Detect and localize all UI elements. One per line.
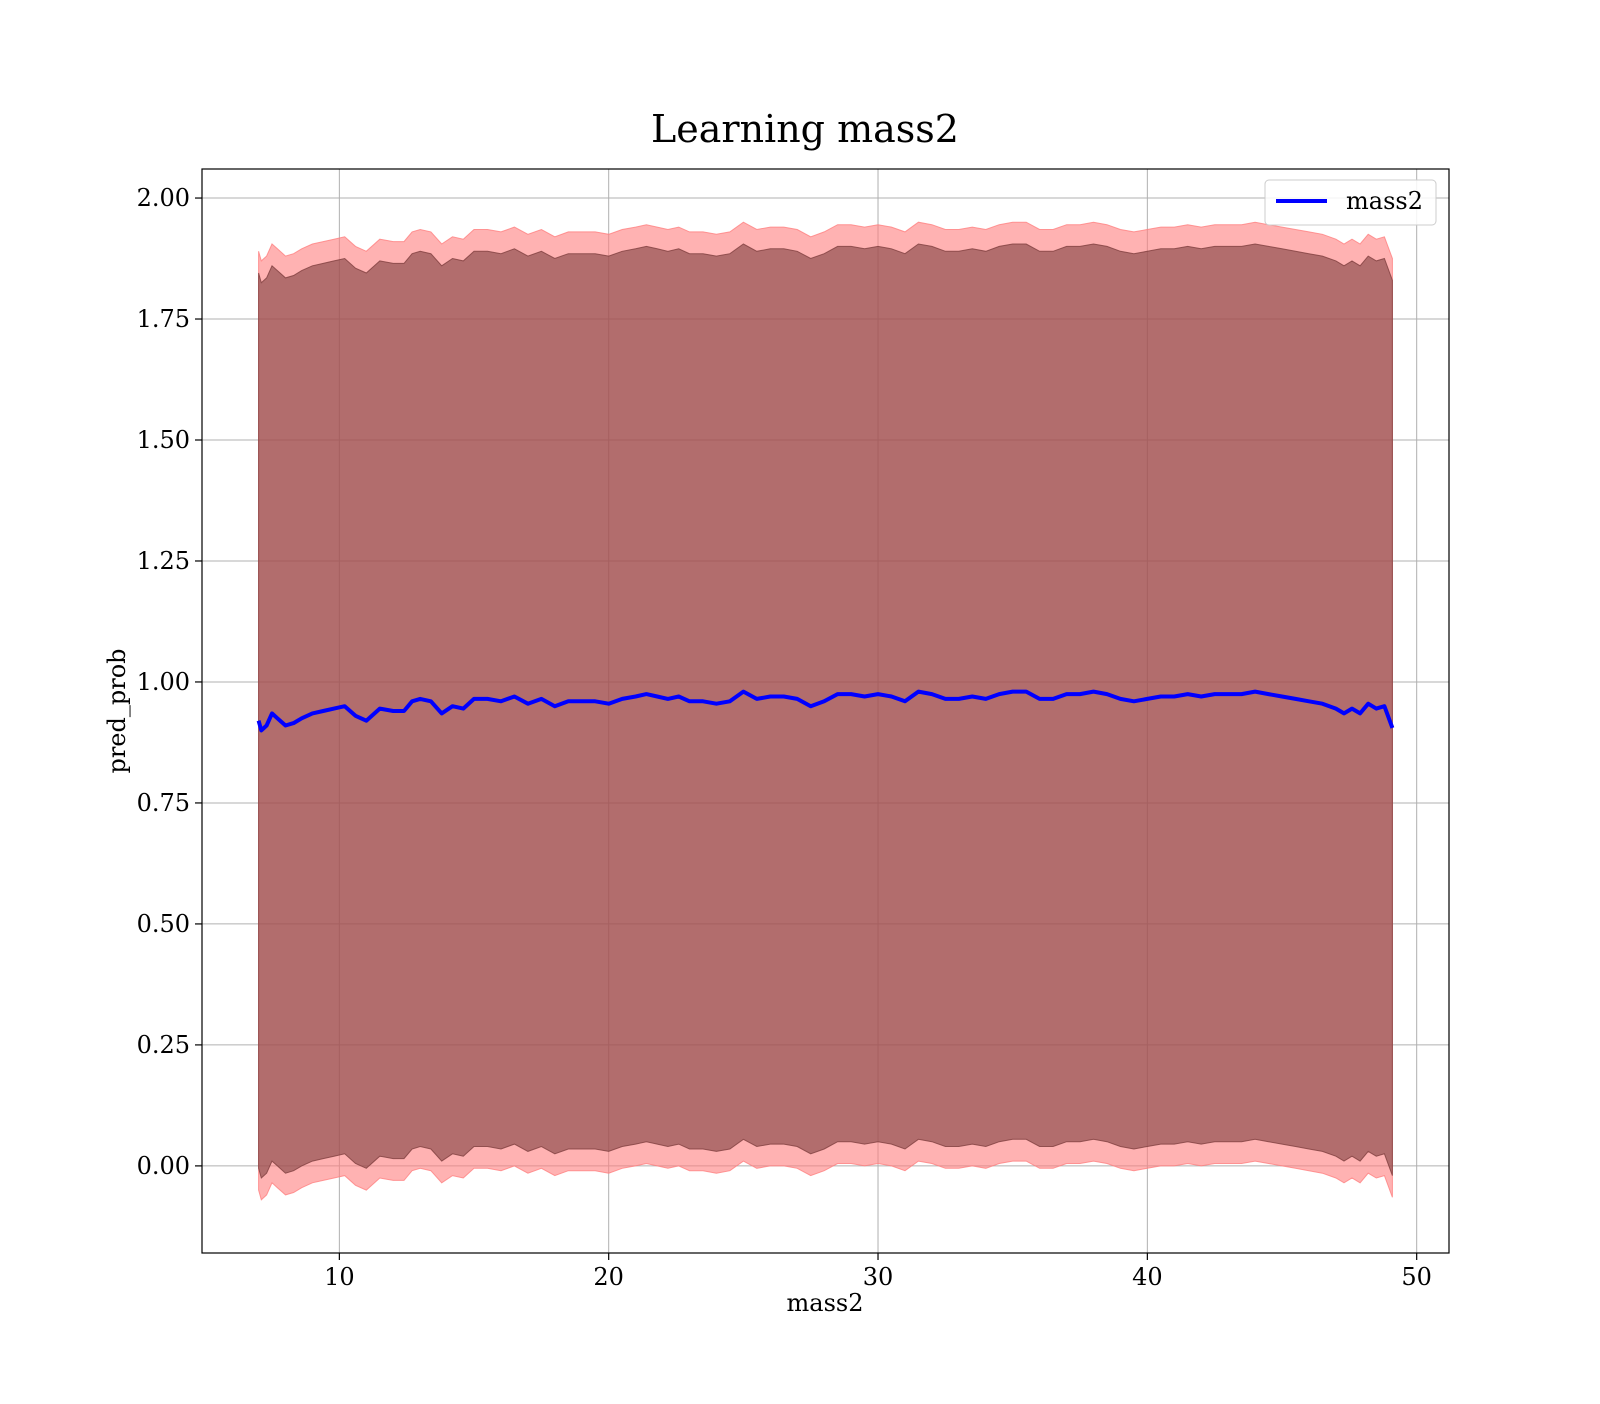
- y-tick-label-0.75: 0.75: [137, 789, 190, 817]
- x-tick-label-40: 40: [1132, 1263, 1163, 1291]
- y-axis-label: pred_prob: [103, 648, 131, 773]
- y-tick-label-1.50: 1.50: [137, 426, 190, 454]
- y-axis: 0.00 0.25 0.50 0.75 1.00 1.25 1.50 1.75 2.00: [137, 184, 202, 1180]
- x-axis: 10 20 30 40 50: [324, 1253, 1432, 1291]
- y-tick-label-0.50: 0.50: [137, 910, 190, 938]
- y-tick-label-1.00: 1.00: [137, 668, 190, 696]
- y-tick-label-1.25: 1.25: [137, 547, 190, 575]
- y-tick-label-0.25: 0.25: [137, 1031, 190, 1059]
- x-axis-label: mass2: [787, 1289, 864, 1317]
- chart-title: Learning mass2: [651, 107, 959, 151]
- plot-frame: [201, 168, 1450, 1254]
- legend-frame: [1264, 179, 1437, 226]
- y-tick-label-2.00: 2.00: [137, 184, 190, 212]
- x-tick-label-30: 30: [863, 1263, 894, 1291]
- series-line-mass2: [256, 689, 1395, 733]
- legend: mass2: [1264, 179, 1437, 226]
- series-layer: [256, 689, 1395, 733]
- x-tick-label-20: 20: [593, 1263, 624, 1291]
- y-tick-label-0.00: 0.00: [137, 1152, 190, 1180]
- x-tick-label-50: 50: [1401, 1263, 1432, 1291]
- legend-label-mass2: mass2: [1346, 187, 1423, 215]
- uncertainty-band-2: [258, 243, 1393, 1179]
- y-tick-label-1.75: 1.75: [137, 305, 190, 333]
- x-tick-label-10: 10: [324, 1263, 355, 1291]
- band-layer: [258, 221, 1393, 1201]
